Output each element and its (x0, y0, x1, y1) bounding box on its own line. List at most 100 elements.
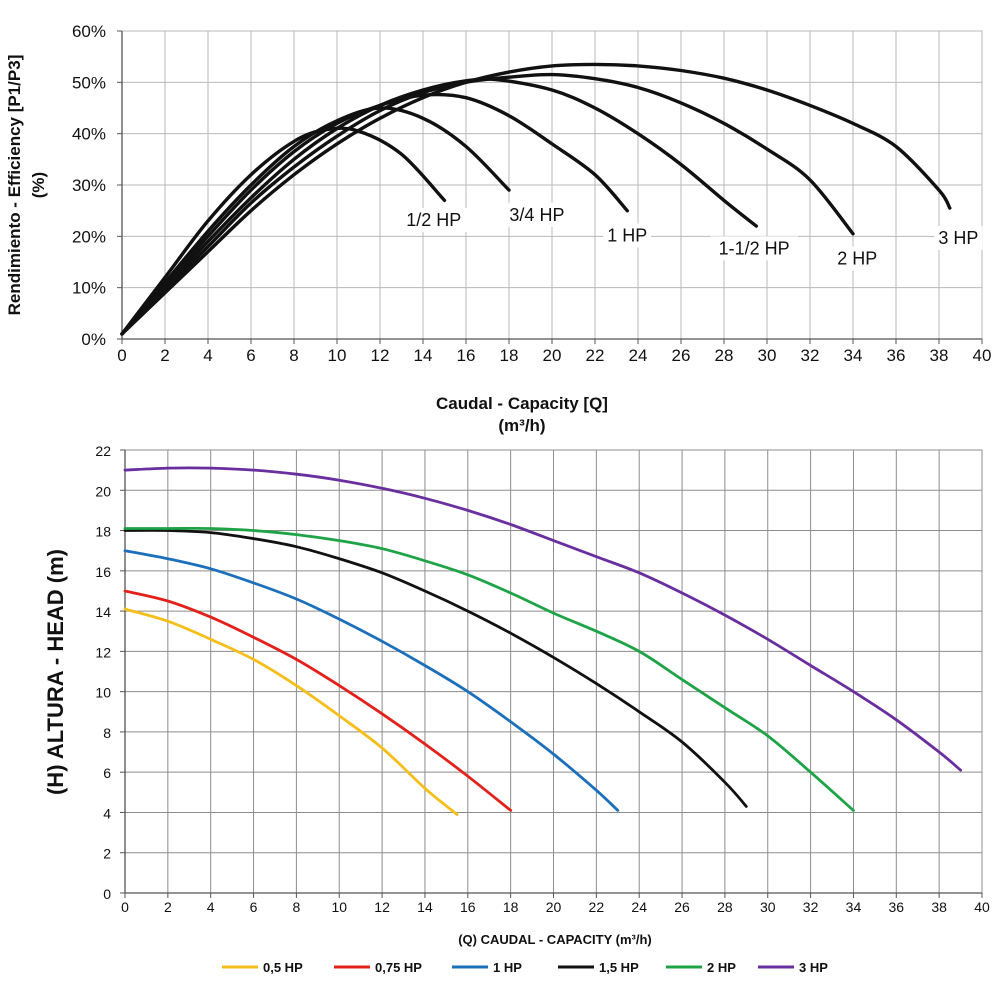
series-line-1-1-2-hp (120, 77, 758, 336)
chart-1: 0 2 4 6 8 10 12 14 16 18 20 22 24 26 28 30 32 34 36 38 400%1… (5, 22, 991, 435)
series-line-0-75-hp (123, 589, 513, 812)
series-line-3-hp (120, 62, 952, 336)
x-tick-label: 8 (289, 346, 298, 365)
x-tick-label: 26 (674, 899, 690, 915)
x-tick-label: 38 (930, 346, 949, 365)
x-tick-label: 14 (414, 346, 433, 365)
chart-2: 0 2 4 6 8 10 12 14 16 18 20 22 24 26 28 30 32 34 36 38 40024… (43, 443, 990, 975)
series-label-background (934, 226, 983, 251)
y-tick-label: 0% (81, 330, 106, 349)
series-line-2-hp (120, 72, 855, 336)
series-label-3-4-hp: 3/4 HP (509, 205, 564, 225)
series-label-background (710, 236, 799, 261)
legend-label-3-hp: 3 HP (799, 960, 828, 975)
legend-label-1-5-hp: 1,5 HP (599, 960, 639, 975)
series-line-1-hp (123, 549, 620, 812)
x-tick-label: 16 (457, 346, 476, 365)
x-tick-label: 4 (207, 899, 215, 915)
y-tick-label: 20% (72, 227, 106, 246)
x-tick-label: 12 (374, 899, 390, 915)
x-tick-label: 6 (246, 346, 255, 365)
x-tick-label: 0 (117, 346, 126, 365)
series-label-1-1-2-hp: 1-1/2 HP (719, 238, 790, 258)
series-line-3-4-hp (120, 106, 511, 336)
y-tick-label: 0 (103, 886, 111, 902)
x-tick-label: 30 (758, 346, 777, 365)
x-tick-label: 20 (546, 899, 562, 915)
y-tick-label: 30% (72, 176, 106, 195)
legend-label-2-hp: 2 HP (707, 960, 736, 975)
x-tick-label: 2 (160, 346, 169, 365)
x-tick-label: 6 (250, 899, 258, 915)
x-tick-label: 20 (543, 346, 562, 365)
y-tick-label: 4 (103, 805, 111, 821)
y-axis-title: Rendimiento - Efficiency [P1/P3] (5, 55, 24, 316)
x-axis-title: (m³/h) (498, 416, 545, 435)
y-tick-label: 60% (72, 22, 106, 41)
x-tick-label: 34 (846, 899, 862, 915)
series-label-1-2-hp: 1/2 HP (406, 210, 461, 230)
y-tick-label: 10 (95, 685, 111, 701)
x-tick-label: 26 (672, 346, 691, 365)
y-axis-title: (H) ALTURA - HEAD (m) (43, 549, 68, 795)
x-tick-label: 28 (717, 899, 733, 915)
legend-label-1-hp: 1 HP (493, 960, 522, 975)
series-line-1-5-hp (123, 528, 748, 808)
x-tick-label: 14 (417, 899, 433, 915)
x-axis-title: Caudal - Capacity [Q] (436, 394, 608, 413)
x-tick-label: 36 (887, 346, 906, 365)
y-tick-label: 18 (95, 524, 111, 540)
y-tick-label: 6 (103, 765, 111, 781)
y-tick-label: 16 (95, 564, 111, 580)
x-tick-label: 36 (889, 899, 905, 915)
series-label-2-hp: 2 HP (837, 249, 877, 269)
y-tick-label: 22 (95, 443, 111, 459)
y-axis-title: (%) (29, 172, 48, 198)
series-label-background (399, 208, 468, 233)
series-line-2-hp (123, 526, 855, 812)
x-tick-label: 10 (328, 346, 347, 365)
x-tick-label: 18 (503, 899, 519, 915)
series-label-background (502, 202, 571, 227)
series-label-background (833, 246, 882, 271)
series-label-background (603, 223, 652, 248)
x-tick-label: 22 (586, 346, 605, 365)
x-tick-label: 30 (760, 899, 776, 915)
series-label-1-hp: 1 HP (607, 225, 647, 245)
x-tick-label: 40 (974, 899, 990, 915)
x-tick-label: 38 (931, 899, 947, 915)
x-tick-label: 8 (293, 899, 301, 915)
x-tick-label: 10 (331, 899, 347, 915)
x-tick-label: 22 (589, 899, 605, 915)
x-tick-label: 32 (803, 899, 819, 915)
y-tick-label: 20 (95, 483, 111, 499)
x-tick-label: 2 (164, 899, 172, 915)
y-tick-label: 14 (95, 604, 111, 620)
legend-label-0-5-hp: 0,5 HP (263, 960, 303, 975)
x-tick-label: 32 (801, 346, 820, 365)
x-tick-label: 34 (844, 346, 863, 365)
x-tick-label: 24 (631, 899, 647, 915)
x-tick-label: 16 (460, 899, 476, 915)
x-tick-label: 40 (973, 346, 992, 365)
legend-label-0-75-hp: 0,75 HP (375, 960, 422, 975)
series-label-3-hp: 3 HP (938, 228, 978, 248)
y-tick-label: 10% (72, 279, 106, 298)
x-tick-label: 18 (500, 346, 519, 365)
y-tick-label: 40% (72, 125, 106, 144)
x-tick-label: 24 (629, 346, 648, 365)
y-tick-label: 12 (95, 644, 111, 660)
legend: 0,5 HP 0,75 HP 1 HP 1,5 HP 2 HP 3 HP (222, 960, 828, 975)
series-line-1-2-hp (120, 126, 447, 336)
x-axis-title: (Q) CAUDAL - CAPACITY (m³/h) (458, 932, 652, 947)
y-tick-label: 50% (72, 73, 106, 92)
series-line-0-5-hp (123, 607, 459, 816)
y-tick-label: 8 (103, 725, 111, 741)
x-tick-label: 0 (121, 899, 129, 915)
series-line-3-hp (123, 466, 962, 772)
x-tick-label: 12 (371, 346, 390, 365)
x-tick-label: 4 (203, 346, 212, 365)
x-tick-label: 28 (715, 346, 734, 365)
y-tick-label: 2 (103, 846, 111, 862)
